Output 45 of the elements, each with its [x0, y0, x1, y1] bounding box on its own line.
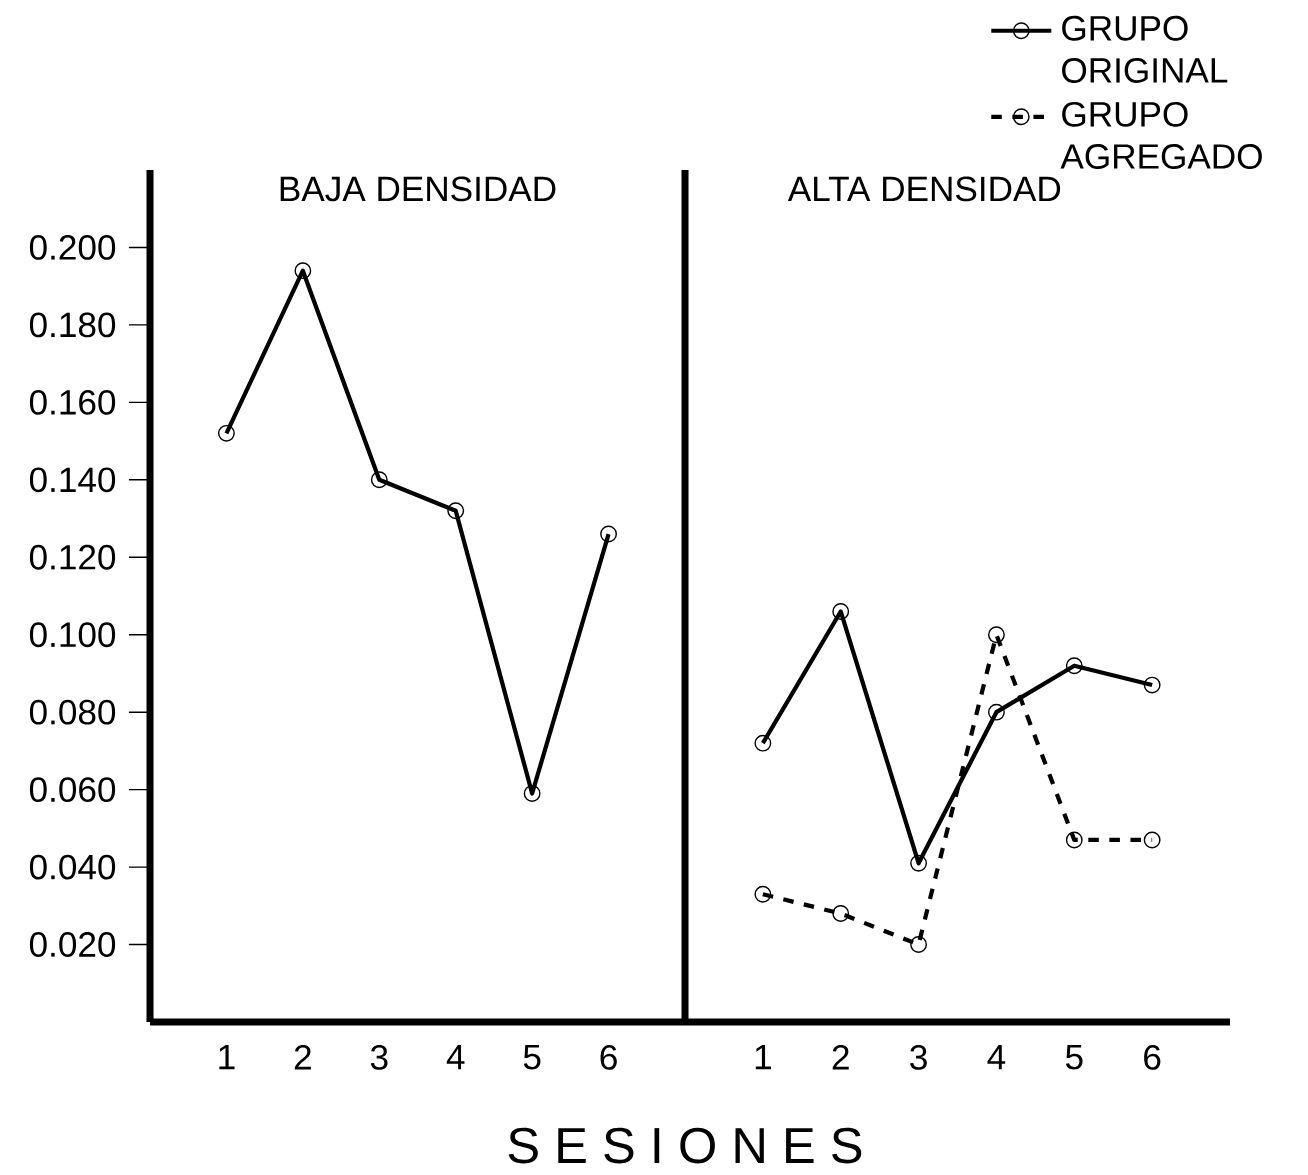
- y-tick-label: 0.060: [29, 777, 116, 802]
- point: [754, 734, 772, 752]
- point: [1143, 676, 1161, 694]
- point: [523, 784, 541, 802]
- y-tick-label: 0.180: [29, 312, 116, 338]
- x-tick-label: 5: [1065, 1044, 1083, 1070]
- x-tick-label: 1: [755, 1044, 771, 1070]
- y-tick-label: 0.040: [29, 854, 116, 880]
- x-tick-label: 2: [294, 1044, 311, 1070]
- x-axis-title: S E S I O N E S: [508, 1127, 862, 1164]
- y-tick-label: 0.160: [29, 389, 116, 415]
- y-tick-label: 0.120: [29, 544, 116, 570]
- point: [600, 525, 618, 543]
- legend-label: GRUPO ORIGINAL: [1062, 15, 1228, 83]
- y-tick-label: 0.080: [29, 699, 116, 725]
- point: [910, 936, 928, 953]
- point: [910, 854, 928, 872]
- point: [1065, 657, 1083, 675]
- y-tick-label: 0.140: [29, 467, 116, 493]
- point: [987, 626, 1005, 644]
- chart-title: ALTA DENSIDAD: [787, 176, 1061, 202]
- point: [987, 703, 1005, 721]
- point: [217, 424, 235, 442]
- x-tick-label: 1: [219, 1044, 235, 1070]
- point: [832, 905, 850, 922]
- chart-title: BAJA DENSIDAD: [280, 176, 556, 202]
- point: [447, 502, 465, 520]
- x-tick-label: 6: [600, 1044, 617, 1070]
- y-tick-label: 0.100: [29, 622, 116, 648]
- point: [1065, 831, 1083, 849]
- point: [294, 262, 312, 280]
- x-tick-label: 4: [987, 1044, 1006, 1070]
- point: [832, 602, 850, 620]
- x-tick-label: 6: [1144, 1044, 1161, 1070]
- point: [370, 471, 388, 489]
- x-tick-label: 3: [910, 1044, 927, 1070]
- point: [1143, 831, 1161, 849]
- point: [754, 885, 772, 903]
- y-tick-label: 0.200: [29, 234, 116, 260]
- y-tick-label: 0.020: [29, 932, 116, 957]
- x-tick-label: 4: [446, 1044, 465, 1070]
- x-tick-label: 2: [832, 1044, 849, 1070]
- x-tick-label: 3: [370, 1044, 388, 1070]
- x-tick-label: 5: [523, 1044, 541, 1070]
- legend-label: GRUPO AGREGADO: [1060, 101, 1262, 169]
